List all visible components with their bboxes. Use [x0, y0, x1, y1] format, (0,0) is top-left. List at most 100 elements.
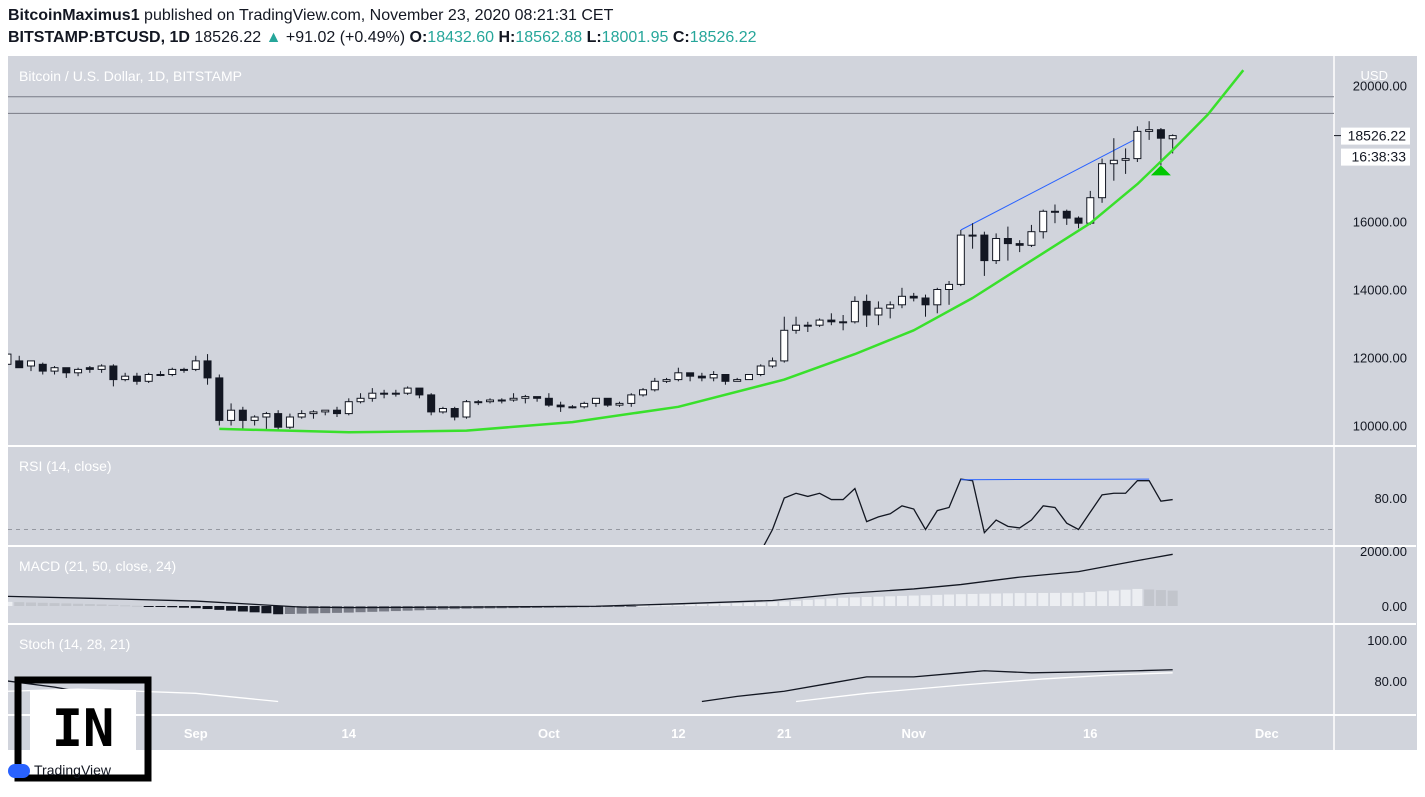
- macd-histogram-bar: [967, 593, 978, 606]
- close-label: C:: [672, 29, 690, 46]
- candle-body: [639, 389, 648, 396]
- y-tick-label: 12000.00: [1353, 351, 1407, 366]
- y-tick-label: 14000.00: [1353, 283, 1407, 298]
- candle-body: [74, 368, 83, 374]
- ohlc-line: BITSTAMP:BTCUSD, 1D 18526.22 ▲ +91.02 (+…: [8, 29, 756, 47]
- stoch-k-line: [701, 669, 1173, 703]
- triangle-marker: [1150, 165, 1171, 176]
- macd-histogram-bar: [979, 593, 990, 606]
- macd-histogram-bar: [1026, 593, 1037, 606]
- candle-body: [662, 379, 671, 382]
- macd-histogram-bar: [1155, 590, 1166, 606]
- candle-body: [568, 406, 577, 409]
- macd-histogram-bar: [320, 606, 331, 614]
- candle-body: [1109, 159, 1118, 165]
- macd-histogram-bar: [849, 597, 860, 606]
- candle-body: [580, 402, 589, 408]
- macd-histogram-bar: [649, 605, 660, 607]
- candle-body: [497, 399, 506, 402]
- candle-body: [780, 329, 789, 362]
- candle-body: [62, 367, 71, 374]
- candle-body: [850, 300, 859, 323]
- rsi-y-tick-label: 80.00: [1374, 491, 1407, 506]
- macd-histogram-bar: [673, 604, 684, 606]
- macd-histogram-bar: [1049, 592, 1060, 606]
- macd-histogram-bar: [1085, 592, 1096, 606]
- candle-body: [132, 375, 141, 382]
- candle-body: [180, 368, 188, 371]
- chart-background: [8, 56, 1417, 750]
- y-tick-label: 10000.00: [1353, 419, 1407, 434]
- candle-body: [321, 409, 330, 413]
- author-name[interactable]: BitcoinMaximus1: [8, 7, 140, 24]
- macd-histogram-bar: [685, 604, 696, 606]
- candle-body: [1168, 135, 1177, 140]
- candle-body: [815, 319, 824, 326]
- x-tick-label: Oct: [538, 726, 560, 741]
- countdown-box: [1341, 148, 1410, 166]
- candle-body: [474, 401, 483, 404]
- candle-body: [945, 283, 954, 290]
- macd-plot: [8, 553, 1178, 615]
- macd-histogram-bar: [1108, 590, 1119, 606]
- macd-panel-title: MACD (21, 50, close, 24): [19, 558, 177, 574]
- publish-line: BitcoinMaximus1 published on TradingView…: [8, 7, 613, 25]
- last-price: 18526.22: [194, 29, 262, 46]
- candle-body: [650, 380, 659, 391]
- high-value: 18562.88: [515, 29, 583, 46]
- candle-body: [827, 319, 836, 323]
- candle-body: [768, 360, 777, 367]
- candle-body: [1050, 210, 1059, 213]
- macd-histogram-bar: [861, 597, 872, 606]
- candle-body: [1156, 129, 1165, 139]
- candle-body: [591, 397, 600, 404]
- publish-info: published on TradingView.com, November 2…: [144, 7, 614, 24]
- macd-histogram-bar: [73, 603, 84, 606]
- macd-histogram-bar: [826, 598, 837, 606]
- candle-body: [238, 409, 247, 421]
- macd-histogram-bar: [1002, 593, 1013, 606]
- x-tick-label: 12: [671, 726, 685, 741]
- x-tick-label: Sep: [184, 726, 208, 741]
- stoch-d-line: [795, 672, 1173, 703]
- candle-body: [1086, 197, 1095, 224]
- macd-histogram-bar: [896, 595, 907, 606]
- rsi-divergence-line: [960, 478, 1150, 481]
- high-label: H:: [498, 29, 516, 46]
- macd-histogram-bar: [1038, 592, 1049, 606]
- candle-body: [1027, 231, 1036, 246]
- candle-body: [344, 401, 353, 415]
- x-tick-label: 16: [1083, 726, 1097, 741]
- parabolic-support-curve: [219, 69, 1245, 434]
- candle-body: [603, 397, 612, 406]
- macd-histogram-bar: [261, 606, 272, 614]
- macd-histogram-bar: [1061, 592, 1072, 606]
- candle-body: [721, 374, 730, 382]
- candle-body: [968, 234, 977, 237]
- candle-body: [403, 387, 412, 394]
- macd-histogram-bar: [743, 602, 754, 606]
- candle-body: [697, 375, 706, 379]
- macd-y-tick-label: 2000.00: [1360, 544, 1407, 559]
- candle-body: [285, 416, 294, 428]
- y-tick-label: 16000.00: [1353, 215, 1407, 230]
- candle-body: [615, 402, 624, 406]
- price-tag-text: 18526.22: [1348, 128, 1407, 144]
- candle-body: [297, 413, 306, 418]
- candle-body: [356, 397, 365, 403]
- watermark-text: IN: [52, 699, 115, 759]
- candle-body: [874, 307, 883, 316]
- candle-body: [97, 365, 106, 370]
- macd-histogram-bar: [179, 606, 189, 608]
- stoch-y-tick-label: 80.00: [1374, 674, 1407, 689]
- rsi-plot: [8, 478, 1334, 545]
- macd-histogram-bar: [1014, 593, 1025, 606]
- candle-body: [1003, 238, 1012, 245]
- candle-body: [121, 375, 130, 381]
- macd-histogram-bar: [143, 606, 154, 607]
- macd-histogram-bar: [814, 599, 825, 606]
- candle-body: [438, 408, 447, 413]
- candle-body: [1098, 163, 1107, 199]
- candle-body: [85, 367, 94, 370]
